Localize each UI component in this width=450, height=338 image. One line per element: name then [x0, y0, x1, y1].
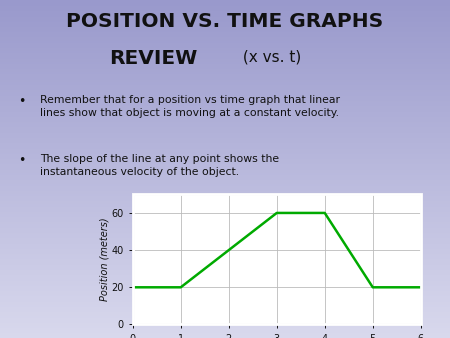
Text: The slope of the line at any point shows the
instantaneous velocity of the objec: The slope of the line at any point shows… — [40, 154, 279, 177]
Text: Remember that for a position vs time graph that linear
lines show that object is: Remember that for a position vs time gra… — [40, 95, 341, 118]
Y-axis label: Position (meters): Position (meters) — [100, 218, 110, 301]
Text: REVIEW: REVIEW — [109, 49, 197, 68]
Text: (x vs. t): (x vs. t) — [238, 49, 302, 64]
Text: •: • — [18, 154, 25, 167]
Text: POSITION VS. TIME GRAPHS: POSITION VS. TIME GRAPHS — [67, 12, 383, 31]
Text: •: • — [18, 95, 25, 107]
